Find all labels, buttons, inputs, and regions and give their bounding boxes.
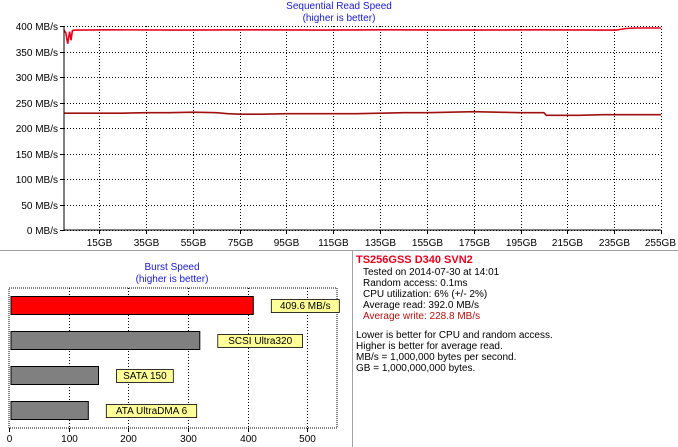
burst-chart-subtitle: (higher is better) <box>136 274 209 285</box>
seq-x-tick-label: 155GB <box>412 238 443 249</box>
seq-x-tick-label: 95GB <box>274 238 300 249</box>
seq-y-axis: 0 MB/s 50 MB/s 100 MB/s 150 MB/s 200 MB/s 250… <box>16 22 64 237</box>
burst-bar <box>10 331 201 350</box>
note-gb-def: GB = 1,000,000,000 bytes. <box>356 363 476 374</box>
seq-series-group <box>63 27 661 117</box>
burst-speed-chart: Burst Speed (higher is better) 0 100 200 30… <box>7 262 340 445</box>
burst-x-tick-label: 400 <box>240 434 257 445</box>
seq-x-tick-label: 255GB <box>645 238 676 249</box>
burst-bar <box>10 366 99 385</box>
drive-info-panel: TS256GSS D340 SVN2 Tested on 2014-07-30 … <box>356 254 674 444</box>
sequential-read-chart: Sequential Read Speed (higher is better)… <box>16 1 677 249</box>
seq-y-tick-label: 0 MB/s <box>27 226 58 237</box>
burst-bar <box>10 401 89 420</box>
seq-grid <box>64 26 662 231</box>
burst-bar-label: SCSI Ultra320 <box>228 336 292 347</box>
burst-bar-label-box <box>270 299 340 313</box>
burst-x-axis: 0 100 200 300 400 500 <box>7 428 316 445</box>
burst-bar-label-box <box>116 369 174 383</box>
info-notes: Lower is better for CPU and random acces… <box>356 330 674 374</box>
seq-y-tick-label: 250 MB/s <box>16 99 58 110</box>
burst-x-tick-label: 100 <box>61 434 78 445</box>
burst-x-tick-label: 500 <box>299 434 316 445</box>
seq-x-tick-label: 35GB <box>134 238 160 249</box>
burst-bar-label-box <box>217 334 304 348</box>
note-cpu-random: Lower is better for CPU and random acces… <box>356 330 553 341</box>
burst-bar-label: SATA 150 <box>123 371 167 382</box>
note-avg-read: Higher is better for average read. <box>356 341 503 352</box>
random-access: Random access: 0.1ms <box>363 278 468 289</box>
burst-x-tick-label: 200 <box>120 434 137 445</box>
seq-y-tick-label: 350 MB/s <box>16 48 58 59</box>
seq-y-tick-label: 50 MB/s <box>21 201 58 212</box>
burst-x-tick-label: 300 <box>180 434 197 445</box>
burst-grid <box>69 288 308 428</box>
seq-x-tick-label: 215GB <box>552 238 583 249</box>
seq-x-tick-label: 15GB <box>87 238 113 249</box>
seq-x-tick-label: 195GB <box>506 238 537 249</box>
seq-x-tick-label: 135GB <box>365 238 396 249</box>
average-write: Average write: 228.8 MB/s <box>363 311 481 322</box>
test-date: Tested on 2014-07-30 at 14:01 <box>363 267 500 278</box>
seq-series-line-2 <box>64 110 661 117</box>
seq-x-tick-label: 75GB <box>228 238 254 249</box>
burst-bar-label: ATA UltraDMA 6 <box>116 406 188 417</box>
cpu-utilization: CPU utilization: 6% (+/- 2%) <box>363 289 488 300</box>
seq-y-tick-label: 300 MB/s <box>16 73 58 84</box>
burst-chart-title: Burst Speed <box>144 262 199 273</box>
note-mbs-def: MB/s = 1,000,000 bytes per second. <box>356 352 517 363</box>
burst-bar-label: 409.6 MB/s <box>280 301 331 312</box>
burst-x-tick-label: 0 <box>7 434 13 445</box>
drive-model: TS256GSS D340 SVN2 <box>356 254 473 266</box>
seq-y-tick-label: 400 MB/s <box>16 22 58 33</box>
burst-bars-group: 409.6 MB/s SCSI Ultra320 SATA 150 ATA Ultra… <box>10 296 340 420</box>
seq-y-tick-label: 150 MB/s <box>16 150 58 161</box>
burst-bar-label-box <box>105 404 198 418</box>
seq-x-tick-label: 115GB <box>318 238 349 249</box>
seq-y-tick-label: 100 MB/s <box>16 175 58 186</box>
seq-chart-title: Sequential Read Speed <box>286 1 392 12</box>
seq-y-tick-label: 200 MB/s <box>16 124 58 135</box>
seq-x-tick-label: 235GB <box>599 238 630 249</box>
burst-bar <box>10 296 254 315</box>
seq-x-tick-label: 175GB <box>459 238 490 249</box>
seq-x-tick-label: 55GB <box>181 238 207 249</box>
seq-series-line-1 <box>63 27 661 44</box>
seq-chart-subtitle: (higher is better) <box>303 13 376 24</box>
average-read: Average read: 392.0 MB/s <box>363 300 479 311</box>
seq-x-axis: 15GB 35GB 55GB 75GB 95GB 115GB 135GB 155GB 175GB… <box>87 230 676 249</box>
